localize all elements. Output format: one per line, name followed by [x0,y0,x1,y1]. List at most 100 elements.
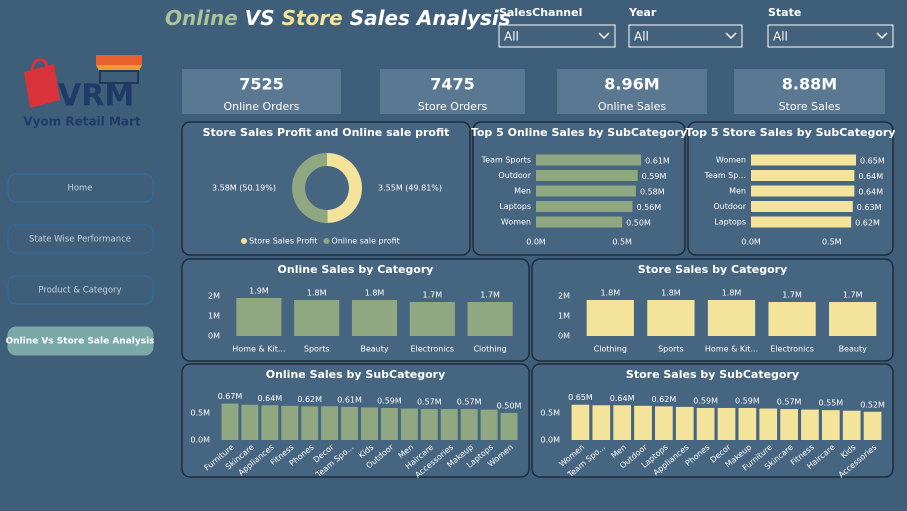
chart-title: Store Sales by Category [638,263,788,276]
bar [751,170,855,181]
y-tick-label: Outdoor [713,202,746,211]
kpi-value: 8.88M [782,75,837,94]
chevron [598,32,610,40]
page-title: Online VS Store Sales Analysis [165,6,511,30]
kpi-card [380,69,525,114]
pie-slice [327,152,363,223]
filter-value: All [773,30,788,44]
data-label: 1.8M [365,289,385,298]
bar [351,300,398,336]
data-label: 0.62M [855,219,880,228]
y-tick-label: Men [729,187,746,196]
kpi-label: Online Sales [598,100,667,113]
data-label: 0.58M [640,188,665,197]
data-label: 0.52M [860,400,885,409]
nav-button[interactable] [7,173,154,203]
bar [821,410,840,440]
bar [586,300,634,336]
data-label: 0.64M [257,394,282,403]
chart-panel [181,121,471,256]
y-tick-label: Women [716,156,746,165]
legend-marker [323,238,330,244]
y-tick-label: 1M [208,312,220,321]
chart-title: Top 5 Online Sales by SubCategory [471,126,687,139]
bar [780,409,798,440]
data-label: 0.56M [636,203,661,212]
data-label: 0.62M [297,395,322,404]
data-label: 3.55M (49.81%) [378,184,442,193]
bar [321,406,339,440]
y-tick-label: Laptops [499,202,531,211]
data-label: 0.64M [858,172,883,181]
bar [536,201,633,212]
kpi-value: 7525 [239,75,284,94]
bar [281,405,299,440]
kpi-value: 8.96M [604,75,659,94]
nav-label: Home [67,184,92,194]
bar [717,407,736,440]
bar [467,302,513,336]
filter-dropdown[interactable] [498,24,616,48]
x-tick-label: Electronics [770,345,814,354]
kpi-card [734,69,885,114]
kpi-card [182,69,341,114]
bar [261,405,279,440]
data-label: 0.57M [777,398,802,407]
bar [536,170,638,181]
data-label: 0.57M [417,398,442,407]
data-label: 0.57M [457,398,482,407]
y-tick-label: 0.5M [540,408,560,417]
data-label: 1.9M [249,287,269,296]
data-label: 3.58M (50.19%) [212,184,276,193]
x-tick-label: Home & Kit... [705,345,758,354]
chart-title: Store Sales Profit and Online sale profi… [203,126,450,139]
bar [613,405,632,440]
bar [294,300,340,336]
y-tick-label: Outdoor [498,171,531,180]
filter-dropdown[interactable] [767,24,894,48]
bar [707,300,756,336]
kpi-label: Store Sales [779,100,841,113]
nav-button[interactable] [7,275,154,305]
x-tick-label: Electronics [410,345,454,354]
data-label: 0.63M [857,203,882,212]
filter-value: All [634,30,649,44]
kpi-label: Online Orders [224,100,300,113]
x-tick-label: Beauty [360,345,389,354]
data-label: 0.55M [818,399,843,408]
data-label: 1.7M [843,291,863,300]
data-label: 1.7M [480,291,500,300]
bar [536,216,623,228]
y-tick-label: 2M [558,292,570,301]
title-part: Sales Analysis [350,6,511,30]
bar [647,300,695,336]
bar [420,409,438,440]
nav-label: State Wise Performance [29,235,131,245]
data-label: 0.50M [626,219,651,228]
bar [500,412,518,440]
y-tick-label: Men [514,187,531,196]
data-label: 0.67M [218,392,243,401]
logo-name: Vyom Retail Mart [23,115,141,129]
title-part: VS [245,6,275,30]
nav-button[interactable] [7,326,154,356]
data-label: 0.61M [337,395,362,404]
data-label: 1.7M [422,291,442,300]
legend-marker [241,238,247,244]
data-label: 1.8M [722,289,742,298]
logo-mark: VRM [58,79,134,114]
y-tick-label: Team Sp... [704,171,746,180]
data-label: 0.59M [735,396,760,405]
bar [751,201,853,212]
nav-button[interactable] [7,224,154,254]
data-label: 0.61M [645,157,670,166]
chart-title: Store Sales by SubCategory [626,368,799,381]
bar [301,406,319,440]
bar [400,408,418,440]
bar [221,403,239,440]
filter-dropdown[interactable] [628,24,743,48]
y-tick-label: 1M [558,312,570,321]
y-tick-label: Team Sports [481,156,531,165]
y-tick-label: Women [501,218,531,227]
y-tick-label: 0.5M [190,408,210,417]
